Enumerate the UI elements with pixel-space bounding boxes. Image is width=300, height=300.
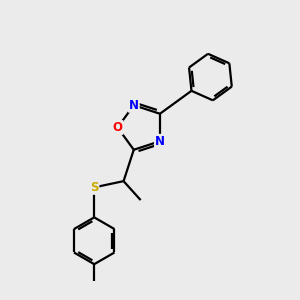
Text: O: O — [112, 121, 123, 134]
Text: N: N — [155, 135, 165, 148]
Text: N: N — [129, 99, 139, 112]
Text: S: S — [90, 181, 98, 194]
